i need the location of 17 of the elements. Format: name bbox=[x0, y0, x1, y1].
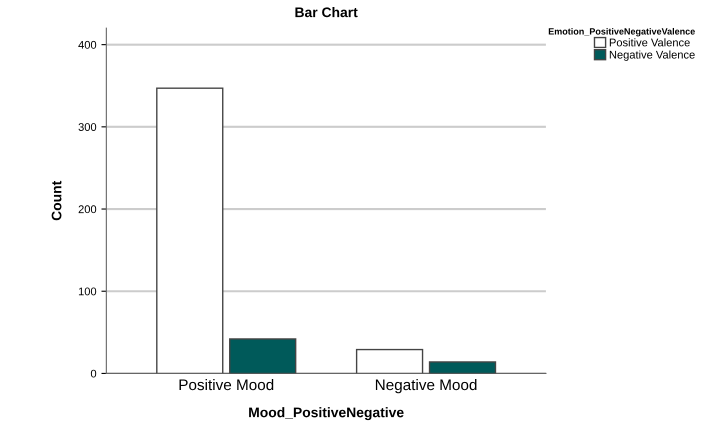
bar bbox=[156, 88, 224, 374]
y-axis-title: Count bbox=[52, 180, 62, 220]
legend-label: Negative Valence bbox=[610, 50, 695, 61]
y-tick-label: 0 bbox=[90, 370, 96, 378]
x-tick-label: Positive Mood bbox=[180, 378, 274, 390]
x-axis-title: Mood_PositiveNegative bbox=[249, 407, 404, 420]
y-tick-label: 400 bbox=[78, 40, 96, 49]
bar bbox=[356, 348, 424, 374]
y-tick-label: 100 bbox=[78, 288, 96, 296]
y-tick-label: 300 bbox=[78, 123, 96, 131]
bar bbox=[229, 338, 296, 374]
legend-label: Positive Valence bbox=[610, 38, 690, 46]
y-tick-label: 200 bbox=[78, 205, 96, 214]
bar bbox=[428, 361, 496, 374]
chart-title: Bar Chart bbox=[295, 7, 358, 18]
x-tick-label: Negative Mood bbox=[376, 378, 476, 394]
legend-title: Emotion_PositiveNegativeValence bbox=[548, 28, 695, 36]
